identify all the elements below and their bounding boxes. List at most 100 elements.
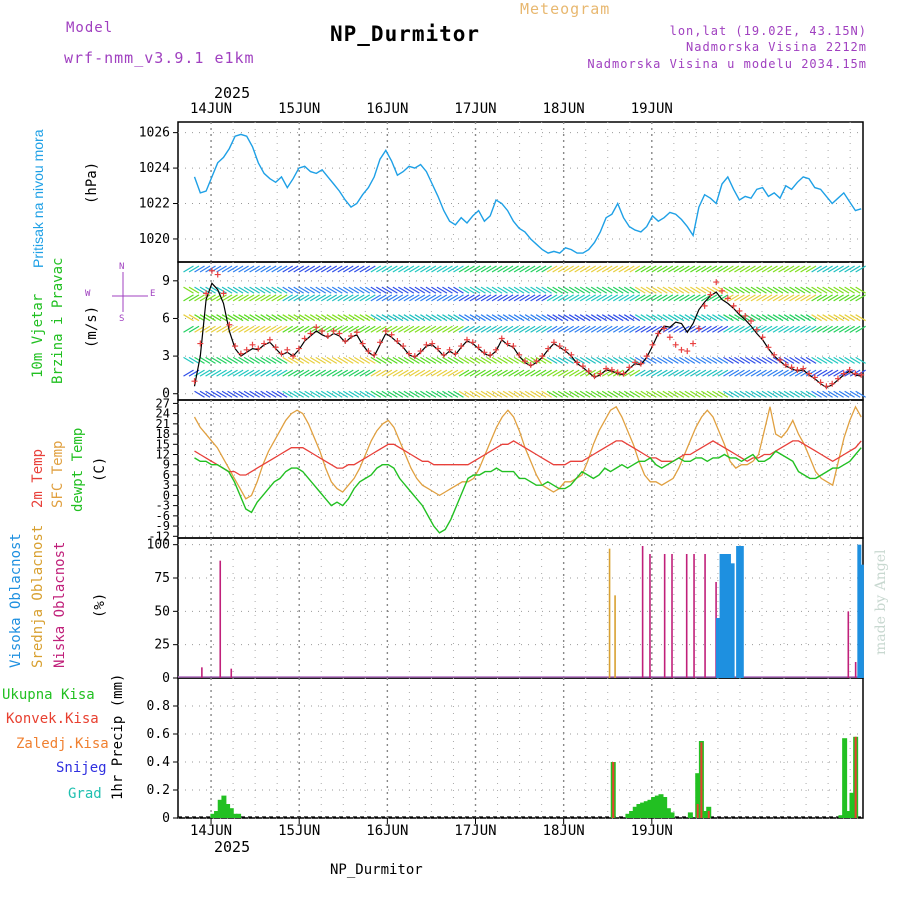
precip-bar-conv <box>707 811 710 818</box>
gust-marker <box>608 366 615 373</box>
wind-barb <box>475 314 486 322</box>
wind-barb <box>645 286 657 294</box>
wind-barb <box>293 369 305 377</box>
wind-barb <box>662 294 674 302</box>
wind-barb <box>739 294 751 302</box>
wind-barb <box>392 369 404 377</box>
wind-barb <box>723 369 734 377</box>
wind-barb <box>502 314 514 322</box>
ytick-label-wind: 9 <box>162 274 170 289</box>
wind-barb <box>442 265 453 273</box>
wind-barb <box>679 286 690 294</box>
wind-barb <box>706 369 718 377</box>
wind-barb <box>706 294 718 302</box>
wind-barb <box>579 294 591 302</box>
wind-barb <box>530 369 541 377</box>
footer-station: NP_Durmitor <box>330 862 423 878</box>
wind-barb <box>800 286 811 294</box>
wind-barb <box>436 369 448 377</box>
wind-barb <box>673 265 685 273</box>
wind-barb <box>772 294 784 302</box>
model-name: wrf-nmm_v3.9.1 e1km <box>64 49 255 67</box>
gust-marker <box>290 353 297 360</box>
wind-barb <box>480 369 492 377</box>
wind-barb <box>767 294 778 302</box>
wind-barb <box>398 356 409 364</box>
wind-barb <box>425 390 437 398</box>
wind-barb <box>657 294 668 302</box>
wind-barb <box>645 294 657 302</box>
wind-barb <box>778 294 789 302</box>
wind-barb <box>750 294 762 302</box>
wind-barb <box>794 314 806 322</box>
wind-barb <box>849 294 861 302</box>
wind-barb <box>574 390 585 398</box>
wind-barb <box>800 356 811 364</box>
wind-barb <box>513 325 525 333</box>
wind-barb <box>447 286 459 294</box>
wind-barb <box>232 314 244 322</box>
wind-barb <box>541 265 552 273</box>
wind-barb <box>271 390 282 398</box>
gust-marker <box>829 380 836 387</box>
cloud-bar-low-cloud <box>847 611 850 678</box>
wind-barb <box>574 314 585 322</box>
day-label-top: 19JUN <box>631 101 673 117</box>
wind-barb <box>530 356 541 364</box>
ytick-label-temperature: 24 <box>156 407 170 421</box>
year-label-top: 2025 <box>214 84 251 102</box>
wind-barb <box>519 314 530 322</box>
wind-barb <box>590 369 602 377</box>
wind-barb <box>723 265 734 273</box>
wind-barb <box>585 390 597 398</box>
wind-barb <box>414 369 426 377</box>
wind-barb <box>403 286 415 294</box>
lonlat-label: lon,lat (19.02E, 43.15N) <box>669 24 867 38</box>
wind-barb <box>546 390 558 398</box>
wind-barb <box>392 356 404 364</box>
precip-bar-total <box>651 797 657 818</box>
wind-barb <box>612 314 624 322</box>
wind-barb <box>519 286 530 294</box>
wind-barb <box>728 294 740 302</box>
gust-marker <box>214 271 221 278</box>
wind-barb <box>365 294 376 302</box>
gust-marker <box>788 364 795 371</box>
wind-barb <box>249 356 260 364</box>
wind-barb <box>381 314 393 322</box>
precip-bar-total <box>643 801 649 818</box>
wind-barb <box>563 390 574 398</box>
wind-barb <box>645 356 657 364</box>
gust-marker <box>406 350 413 357</box>
wind-barb <box>640 265 652 273</box>
wind-barb <box>612 325 624 333</box>
wind-barb <box>260 325 271 333</box>
wind-barb <box>513 390 525 398</box>
wind-barb <box>849 390 861 398</box>
wind-barb <box>789 325 800 333</box>
wind-barb <box>712 325 723 333</box>
wind-barb <box>612 286 624 294</box>
wind-barb <box>745 325 756 333</box>
gust-marker <box>348 333 355 340</box>
wind-barb <box>745 265 756 273</box>
wind-barb <box>623 325 635 333</box>
wind-barb <box>800 325 811 333</box>
wind-barb <box>420 356 431 364</box>
day-label-bottom: 18JUN <box>543 823 585 839</box>
wind-barb <box>783 314 795 322</box>
wind-barb <box>844 356 855 364</box>
wind-barb <box>409 314 420 322</box>
wind-barb <box>568 390 580 398</box>
wind-barb <box>480 294 492 302</box>
cloud-bar-high-cloud <box>719 554 724 678</box>
precip-bar-total <box>695 773 701 818</box>
wind-barb <box>320 369 332 377</box>
wind-barb <box>199 325 211 333</box>
wind-barb <box>194 294 205 302</box>
wind-barb <box>833 369 844 377</box>
ytick-label-temperature: 15 <box>156 437 170 451</box>
wind-barb <box>486 265 497 273</box>
wind-barb <box>717 390 729 398</box>
panel-frame-precip <box>177 677 864 819</box>
